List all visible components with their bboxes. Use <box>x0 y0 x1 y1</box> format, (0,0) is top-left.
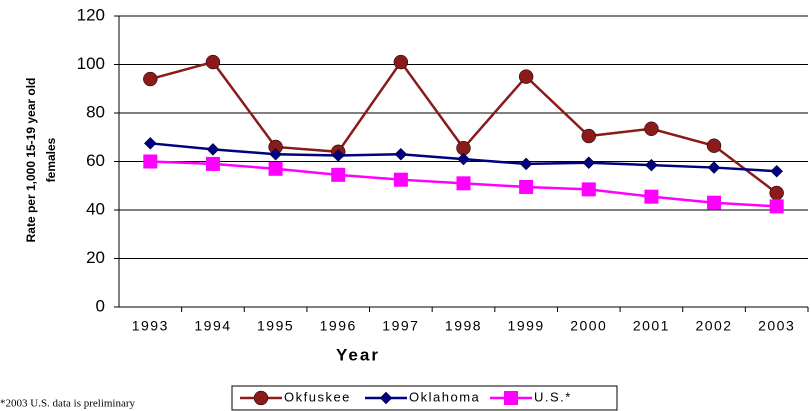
x-tick-label: 1994 <box>194 318 231 334</box>
data-point <box>205 156 220 171</box>
data-point <box>769 199 784 214</box>
y-tick-label: 60 <box>86 151 105 170</box>
data-point <box>331 149 345 162</box>
data-point <box>393 54 409 70</box>
legend-marker <box>504 391 518 405</box>
y-tick-label: 80 <box>86 102 105 121</box>
data-point <box>644 121 659 137</box>
x-tick-label: 1997 <box>382 318 419 334</box>
data-point <box>206 143 220 156</box>
data-point <box>707 195 722 210</box>
data-point <box>582 156 596 170</box>
data-point <box>143 136 157 150</box>
x-tick-label: 1996 <box>320 318 357 334</box>
data-point <box>519 157 533 171</box>
data-point <box>518 69 534 84</box>
data-point <box>394 147 408 161</box>
x-tick-label: 1999 <box>508 318 545 334</box>
data-point <box>393 172 408 187</box>
data-point <box>644 189 659 204</box>
data-point <box>769 185 784 201</box>
data-point <box>519 179 534 194</box>
data-point <box>143 154 158 169</box>
x-tick-label: 2001 <box>633 318 670 334</box>
y-tick-label: 20 <box>86 248 105 267</box>
legend-box <box>231 385 618 411</box>
x-tick-label: 2000 <box>570 318 607 334</box>
y-tick-label: 120 <box>77 5 105 24</box>
data-point <box>707 161 721 174</box>
data-point <box>457 152 470 166</box>
x-tick-label: 2003 <box>758 318 795 334</box>
x-axis-title: Year <box>336 345 380 364</box>
data-point <box>205 54 221 70</box>
x-tick-label: 2002 <box>695 318 732 334</box>
data-point <box>706 138 722 153</box>
y-tick-label: 0 <box>96 296 105 315</box>
legend-marker <box>379 391 393 405</box>
y-tick-label: 100 <box>77 54 105 73</box>
x-tick-label: 1995 <box>257 318 294 334</box>
data-point <box>331 167 346 182</box>
legend-label: Oklahoma <box>409 389 480 404</box>
y-axis-title: Rate per 1,000 15-19 year old <box>24 78 38 243</box>
data-point <box>581 182 596 197</box>
footnote: *2003 U.S. data is preliminary <box>0 398 136 410</box>
series-line <box>149 59 778 195</box>
data-point <box>268 161 283 176</box>
legend-label: U.S.* <box>534 389 572 404</box>
legend-label: Okfuskee <box>284 389 351 404</box>
y-tick-label: 40 <box>86 199 105 218</box>
data-point <box>581 128 597 144</box>
data-point <box>770 164 784 178</box>
y-axis-title: females <box>44 137 58 182</box>
legend-marker <box>253 390 269 406</box>
x-tick-label: 1993 <box>132 318 169 334</box>
data-point <box>143 71 158 87</box>
data-point <box>269 147 282 161</box>
data-point <box>456 176 471 191</box>
data-point <box>645 158 658 172</box>
x-tick-label: 1998 <box>445 318 482 334</box>
